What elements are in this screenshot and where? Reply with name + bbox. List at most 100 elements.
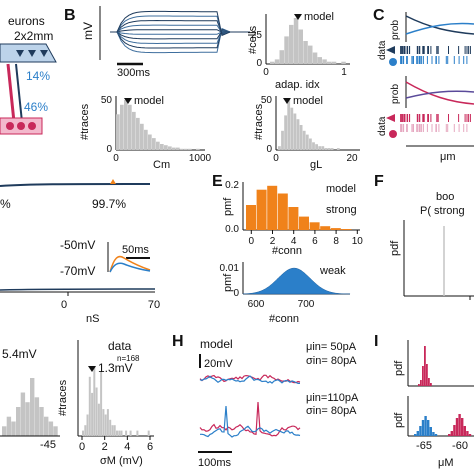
sigma-bar: [88, 376, 91, 436]
g-left-bar: [25, 402, 30, 436]
f-title-line2: P( strong: [420, 205, 465, 217]
i-xlabel: μM: [438, 457, 454, 469]
adap-bar: [284, 36, 289, 64]
d-xtick-label-0: 0: [61, 299, 67, 311]
d-marker: [110, 179, 116, 184]
e-xtick-label: 10: [352, 236, 364, 247]
i-bottom-bar-red: [458, 414, 461, 436]
g-marker-triangle: [88, 366, 96, 372]
h-v-scale-label: 20mV: [204, 358, 233, 370]
i-xtick-65: -65: [416, 440, 432, 452]
d-xtick-label-70: 70: [148, 299, 160, 311]
i-bottom-bar-blue: [414, 434, 417, 436]
sigma-bar: [147, 430, 150, 436]
i-bottom-bar-blue: [419, 426, 422, 436]
e-strong-xlabel: #conn: [272, 245, 302, 257]
voltage-trace: [110, 29, 250, 33]
panel-d: % 99.7% -50mV -70mV 50ms 0 70 nS: [0, 179, 160, 325]
area-label: 2x2mm: [14, 29, 53, 43]
gl-ylabel: #traces: [253, 103, 265, 140]
g-left-bar: [16, 407, 21, 436]
gl-bar: [290, 107, 294, 150]
g-left-bar: [53, 426, 58, 436]
i-top-bar: [424, 346, 426, 386]
cm-ytick-50: 50: [101, 95, 113, 106]
g-left-bar: [34, 397, 40, 436]
e-weak-distribution: [242, 267, 351, 295]
e-weak-xtick-700: 700: [298, 299, 315, 310]
voltage-traces: [110, 10, 250, 54]
voltage-trace: [110, 10, 250, 37]
voltage-trace: [110, 31, 250, 35]
d-inset-trace-blue: [109, 262, 151, 273]
voltage-trace: [110, 30, 250, 40]
e-strong-xticks: 0 2 4 6 8 10: [249, 230, 364, 247]
cm-bar: [176, 147, 180, 150]
d-pct-left: %: [0, 197, 11, 211]
gl-ytick-0: 0: [266, 144, 272, 155]
voltage-trace: [110, 15, 250, 36]
i-ylabel-top: pdf: [393, 360, 405, 376]
i-bottom-bar-blue: [429, 427, 432, 436]
cm-bar: [128, 104, 132, 150]
cortex-slab: [0, 43, 57, 63]
adap-ytick-0: 0: [256, 58, 262, 69]
adap-bar: [308, 45, 313, 64]
g-marker-label: 1.3mV: [98, 361, 133, 375]
gl-bar: [278, 146, 281, 150]
pct-bottom-label: 46%: [24, 100, 48, 114]
panel-letter-c: C: [373, 7, 385, 24]
adap-ytick-25: 25: [251, 30, 263, 41]
gl-bar: [315, 144, 318, 150]
adap-bar: [317, 57, 322, 64]
panel-letter-i: I: [374, 333, 378, 350]
c-top-curve-dark: [405, 15, 474, 35]
e-weak-ytick-001: 0.01: [220, 263, 240, 274]
gl-bar: [284, 115, 287, 150]
c-dot-top: [389, 58, 397, 66]
c-bottom-curve-purple: [405, 90, 474, 99]
strong-conn-bar: [277, 193, 288, 230]
i-bottom-histogram: [414, 414, 472, 436]
panel-b: B mV 300ms #cells 25 0 0 1 adap. idx mod…: [64, 6, 360, 171]
sigma-bar: [82, 430, 84, 436]
e-xtick-label: 4: [291, 236, 297, 247]
i-bottom-bar-blue: [427, 420, 430, 436]
cm-bar: [172, 147, 176, 150]
gl-bar: [327, 148, 331, 150]
i-bottom-bar-blue: [421, 420, 425, 436]
i-top-bar: [430, 383, 432, 386]
gl-bar: [299, 125, 303, 150]
i-top-bar: [418, 384, 420, 386]
cm-xtick-0: 0: [113, 153, 119, 164]
cm-bar: [152, 138, 156, 150]
g-xtick-label: 4: [124, 441, 130, 453]
e-weak-xlabel: #conn: [269, 313, 299, 325]
sigma-bar: [104, 414, 107, 436]
h-model-label: model: [200, 337, 233, 351]
g-xtick-label: 6: [147, 441, 153, 453]
c-top-curve-blue: [405, 22, 474, 35]
g-n-label: n=168: [117, 354, 140, 363]
g-left-value: 5.4mV: [2, 347, 37, 361]
gl-bar: [321, 146, 325, 150]
g-left-bar: [30, 378, 35, 436]
adap-xtick-0: 0: [263, 67, 269, 78]
sigma-bar: [100, 371, 103, 436]
gl-histogram: [278, 100, 340, 150]
adap-xtick-1: 1: [341, 67, 347, 78]
i-bottom-bar-red: [455, 418, 459, 436]
panel-letter-h: H: [172, 333, 184, 350]
panel-c: C prob data prob data μm: [373, 7, 474, 163]
c-arrow-bottom: [386, 114, 395, 122]
e-weak-xtick-600: 600: [248, 299, 265, 310]
i-ylabel-bottom: pdf: [393, 412, 405, 428]
strong-conn-bar: [246, 205, 256, 230]
sigma-bar: [106, 409, 109, 436]
sigma-bar: [129, 430, 132, 436]
i-top-bar: [420, 380, 422, 386]
neuron-triangle-2: [28, 50, 36, 57]
d-inset-label-bottom: -70mV: [60, 264, 95, 278]
e-weak-ylabel: pmf: [222, 273, 234, 292]
gl-bar: [305, 134, 309, 150]
